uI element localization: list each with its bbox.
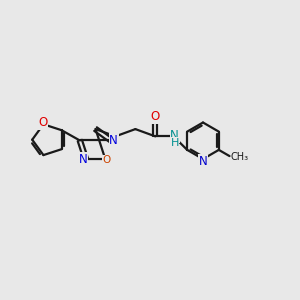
Text: O: O	[103, 155, 111, 165]
Text: N: N	[170, 129, 179, 142]
Text: H: H	[170, 138, 179, 148]
Text: N: N	[79, 153, 88, 166]
Text: O: O	[38, 116, 47, 129]
Text: N: N	[109, 134, 118, 147]
Text: O: O	[151, 110, 160, 123]
Text: N: N	[199, 155, 207, 168]
Text: CH₃: CH₃	[231, 152, 249, 162]
